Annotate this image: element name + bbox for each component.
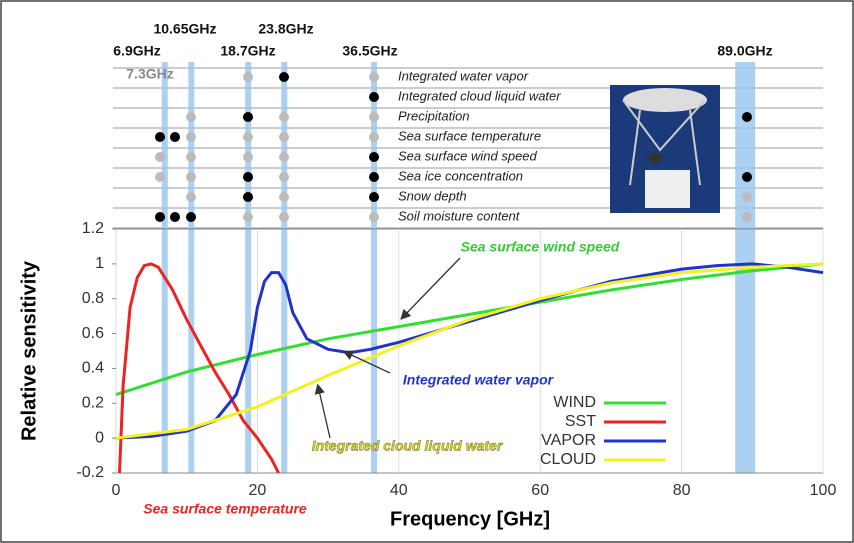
annotation: Sea surface wind speed (461, 239, 620, 255)
channel-dot (243, 172, 253, 182)
channel-dot (279, 112, 289, 122)
x-tick-label: 80 (673, 482, 691, 499)
annotation: Integrated cloud liquid water (312, 438, 504, 454)
channel-dot (186, 212, 196, 222)
channel-dot (155, 152, 165, 162)
product-label: Snow depth (398, 188, 467, 203)
channel-dot (279, 212, 289, 222)
channel-dot (243, 112, 253, 122)
product-label: Sea ice concentration (398, 168, 523, 183)
x-tick-label: 40 (390, 482, 408, 499)
channel-band (281, 62, 287, 473)
channel-dot (369, 172, 379, 182)
product-label: Precipitation (398, 108, 470, 123)
channel-label: 7.3GHz (126, 66, 173, 82)
x-tick-label: 20 (249, 482, 267, 499)
channel-dot (186, 152, 196, 162)
channel-dot (155, 172, 165, 182)
channel-dot (369, 152, 379, 162)
channel-band (188, 62, 194, 473)
y-tick-label: -0.2 (76, 464, 104, 481)
product-label: Integrated cloud liquid water (398, 88, 561, 103)
channel-dot (279, 152, 289, 162)
channel-dot (369, 72, 379, 82)
channel-dot (243, 152, 253, 162)
channel-dot (243, 72, 253, 82)
x-tick-label: 60 (531, 482, 549, 499)
legend-label: CLOUD (540, 451, 596, 468)
channel-label: 89.0GHz (717, 43, 772, 59)
channel-dot (369, 212, 379, 222)
channel-dot (243, 192, 253, 202)
channel-dot (279, 132, 289, 142)
product-label: Sea surface wind speed (398, 148, 538, 163)
channel-dot (170, 132, 180, 142)
channel-dot (170, 212, 180, 222)
channel-dot (186, 132, 196, 142)
channel-dot (186, 172, 196, 182)
y-tick-label: 0 (95, 429, 104, 446)
channel-dot (186, 112, 196, 122)
page: Relative sensitivity Frequency [GHz] 6.9… (0, 0, 854, 543)
channel-dot (243, 212, 253, 222)
channel-dot (742, 112, 752, 122)
channel-dot (155, 132, 165, 142)
channel-label: 18.7GHz (220, 43, 275, 59)
channel-label: 10.65GHz (153, 21, 216, 37)
channel-dot (155, 212, 165, 222)
x-tick-label: 0 (112, 482, 121, 499)
y-tick-label: 0.8 (82, 290, 104, 307)
channel-dot (742, 192, 752, 202)
channel-dot (186, 192, 196, 202)
channel-dot (279, 172, 289, 182)
inset-photo (610, 85, 720, 213)
channel-dot (742, 212, 752, 222)
channel-label: 6.9GHz (113, 43, 160, 59)
product-label: Integrated water vapor (398, 68, 529, 83)
y-tick-label: 0.4 (82, 360, 104, 377)
y-tick-label: 0.6 (82, 325, 104, 342)
y-tick-label: 1.2 (82, 220, 104, 237)
legend-label: SST (565, 413, 596, 430)
channel-dot (279, 72, 289, 82)
channel-dot (369, 112, 379, 122)
channel-dot (742, 172, 752, 182)
x-tick-label: 100 (810, 482, 837, 499)
channel-dot (369, 132, 379, 142)
channel-dot (279, 192, 289, 202)
channel-band (371, 62, 377, 473)
channel-dot (243, 132, 253, 142)
product-label: Soil moisture content (398, 208, 521, 223)
product-label: Sea surface temperature (398, 128, 541, 143)
chart: Relative sensitivity Frequency [GHz] 6.9… (0, 0, 854, 543)
y-tick-label: 0.2 (82, 395, 104, 412)
y-tick-label: 1 (95, 255, 104, 272)
channel-band (162, 62, 168, 473)
x-axis-label: Frequency [GHz] (390, 508, 550, 530)
annotation: Integrated water vapor (403, 372, 555, 388)
channel-dot (369, 92, 379, 102)
channel-label: 36.5GHz (342, 43, 397, 59)
legend-label: WIND (553, 394, 596, 411)
legend-label: VAPOR (541, 432, 596, 449)
channel-label: 23.8GHz (258, 21, 313, 37)
y-axis-label: Relative sensitivity (18, 260, 40, 441)
annotation: Sea surface temperature (143, 501, 307, 517)
channel-dot (369, 192, 379, 202)
